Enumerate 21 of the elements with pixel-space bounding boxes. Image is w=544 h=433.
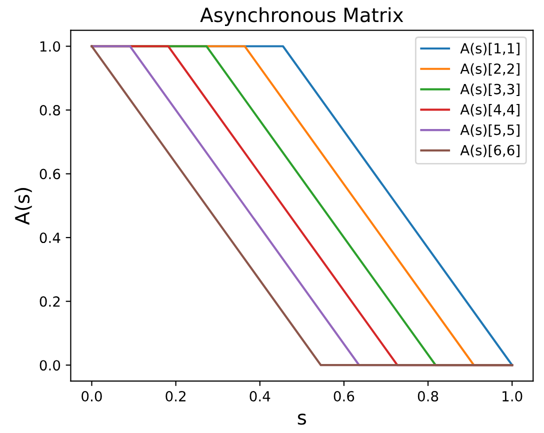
- y-tick-label: 0.0: [40, 360, 60, 371]
- legend-label: A(s)[3,3]: [460, 84, 520, 96]
- legend-label: A(s)[6,6]: [460, 144, 520, 158]
- x-tick-label: 1.0: [502, 391, 522, 402]
- x-tick-label: 0.8: [418, 391, 438, 402]
- y-tick-label: 0.2: [40, 296, 60, 307]
- chart-title: Asynchronous Matrix: [200, 7, 404, 26]
- legend-label: A(s)[2,2]: [460, 63, 520, 76]
- legend-label: A(s)[5,5]: [460, 124, 520, 137]
- x-tick-label: 0.4: [250, 391, 270, 402]
- x-tick-label: 0.6: [334, 391, 354, 402]
- x-tick-label: 0.0: [82, 391, 102, 402]
- y-tick-label: 0.4: [40, 232, 60, 244]
- y-tick-label: 1.0: [40, 41, 60, 52]
- y-axis-title: A(s): [14, 188, 32, 225]
- legend-label: A(s)[4,4]: [460, 104, 520, 116]
- legend-label: A(s)[1,1]: [460, 42, 520, 56]
- y-tick-label: 0.6: [40, 168, 60, 180]
- x-axis-title: s: [298, 414, 306, 425]
- y-tick-label: 0.8: [40, 104, 60, 116]
- x-tick-label: 0.2: [166, 391, 186, 402]
